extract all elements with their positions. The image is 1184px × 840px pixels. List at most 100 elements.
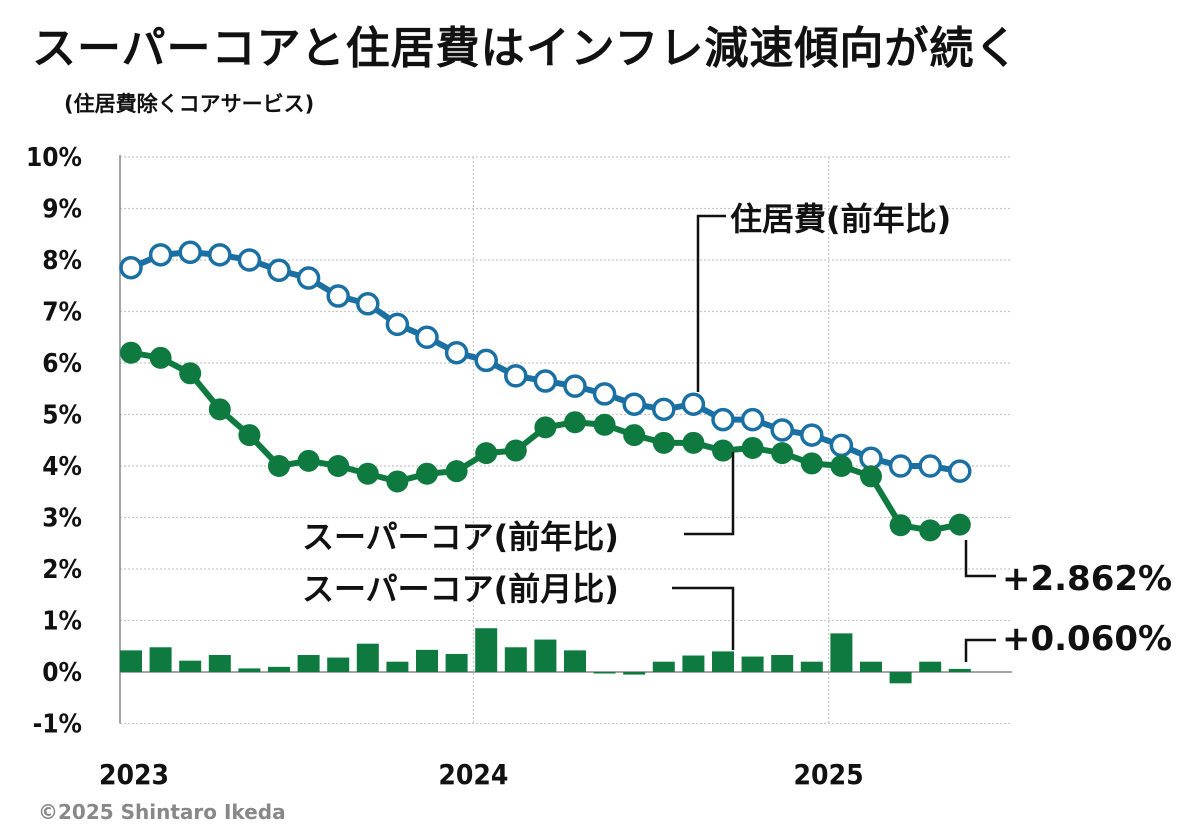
bar-mom — [208, 655, 231, 672]
supercore-point — [120, 341, 142, 364]
supercore-point — [386, 470, 409, 493]
housing-point — [740, 407, 765, 432]
bar-mom — [682, 655, 705, 672]
bar-mom — [860, 661, 882, 672]
y-tick-label: 10% — [26, 143, 82, 173]
bars-layer — [120, 628, 971, 684]
bar-mom — [356, 643, 379, 672]
supercore-point — [800, 452, 823, 475]
x-tick-label: 2024 — [438, 758, 508, 791]
housing-point — [800, 423, 824, 447]
supercore-point — [208, 398, 231, 421]
housing-point — [385, 312, 410, 337]
bar-mom — [445, 653, 468, 672]
annotation-label: 住居費(前年比) — [730, 200, 951, 238]
supercore-point — [475, 442, 498, 465]
housing-point — [711, 407, 735, 432]
annotation-leader — [684, 452, 735, 536]
bar-mom — [386, 661, 409, 672]
supercore-point — [593, 413, 616, 436]
housing-point — [148, 243, 173, 267]
supercore-point — [179, 362, 202, 385]
supercore-point — [534, 416, 557, 439]
supercore-point — [830, 455, 853, 477]
bar-mom — [889, 672, 912, 684]
supercore-point — [297, 449, 320, 472]
supercore-point — [416, 462, 438, 485]
y-tick-label: 9% — [42, 195, 82, 225]
supercore-point — [889, 514, 912, 537]
bar-mom — [652, 661, 675, 672]
housing-point — [770, 418, 794, 442]
bar-mom — [800, 661, 823, 672]
y-tick-label: 0% — [42, 658, 82, 688]
supercore-point — [948, 513, 971, 536]
bar-mom — [830, 633, 853, 672]
bar-mom — [771, 655, 794, 672]
annotation-label: +2.862% — [1002, 559, 1172, 599]
housing-point — [267, 258, 291, 283]
housing-point — [681, 392, 706, 416]
annotation-label: +0.060% — [1002, 619, 1172, 659]
y-tick-label: -1% — [33, 710, 82, 740]
housing-point — [237, 248, 262, 272]
annotation-leader — [672, 586, 735, 650]
housing-point — [415, 325, 439, 349]
y-tick-label: 6% — [42, 349, 82, 379]
housing-point — [533, 369, 558, 393]
x-tick-label: 2025 — [794, 758, 864, 791]
supercore-point — [652, 431, 675, 454]
supercore-point — [504, 439, 527, 462]
bar-mom — [120, 650, 142, 672]
annotation-leader — [964, 540, 996, 578]
bar-mom — [623, 672, 646, 675]
housing-point — [592, 382, 617, 406]
bar-mom — [593, 672, 616, 674]
annotation-label: スーパーコア(前年比) — [302, 518, 619, 556]
housing-point — [918, 454, 942, 478]
y-tick-label: 4% — [42, 452, 82, 482]
annotation-leader — [696, 214, 726, 392]
chart-subtitle: (住居費除くコアサービス) — [64, 92, 315, 116]
supercore-point — [860, 465, 882, 488]
bar-mom — [238, 668, 261, 672]
y-tick-label: 3% — [42, 504, 82, 534]
y-tick-label: 1% — [42, 607, 82, 637]
housing-point — [474, 348, 498, 373]
supercore-point — [741, 436, 764, 459]
housing-point — [563, 374, 587, 398]
housing-point — [504, 364, 528, 388]
supercore-point — [564, 411, 586, 434]
bar-mom — [741, 656, 764, 672]
supercore-point — [149, 346, 172, 369]
housing-point — [208, 243, 232, 267]
supercore-point — [771, 442, 794, 465]
housing-point — [119, 255, 143, 280]
x-tick-label: 2023 — [99, 758, 169, 791]
y-tick-label: 7% — [42, 298, 82, 328]
lines-layer — [119, 240, 972, 542]
housing-point — [178, 240, 202, 265]
housing-point — [829, 433, 854, 458]
bar-mom — [948, 668, 971, 672]
housing-point — [296, 266, 321, 290]
supercore-point — [356, 462, 379, 485]
supercore-point — [712, 439, 734, 462]
bar-mom — [297, 655, 320, 672]
supercore-point — [327, 455, 350, 477]
housing-point — [652, 397, 676, 422]
supercore-point — [682, 431, 705, 454]
y-tick-label: 8% — [42, 246, 82, 276]
supercore-point — [445, 460, 468, 483]
housing-point — [444, 340, 469, 365]
annotation-leader — [964, 638, 996, 662]
y-tick-label: 5% — [42, 401, 82, 431]
housing-point — [888, 454, 913, 478]
housing-point — [859, 446, 883, 471]
bar-mom — [534, 639, 557, 672]
bar-mom — [416, 649, 438, 672]
supercore-point — [919, 519, 942, 542]
bar-mom — [327, 657, 350, 672]
supercore-point — [238, 424, 261, 447]
